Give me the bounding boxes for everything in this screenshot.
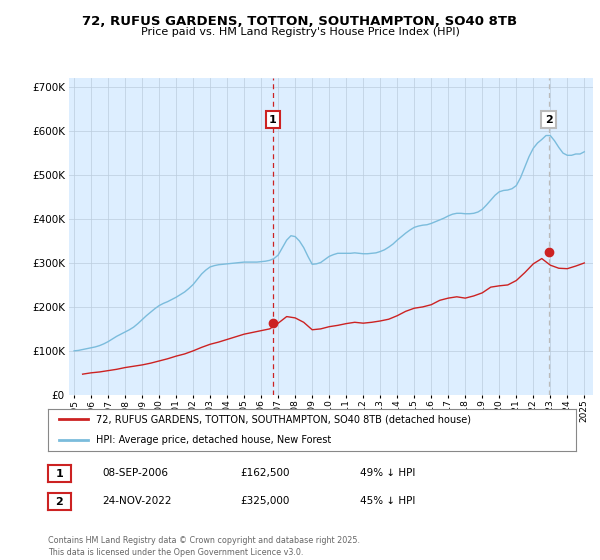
Text: 72, RUFUS GARDENS, TOTTON, SOUTHAMPTON, SO40 8TB: 72, RUFUS GARDENS, TOTTON, SOUTHAMPTON, … [82, 15, 518, 28]
Text: Price paid vs. HM Land Registry's House Price Index (HPI): Price paid vs. HM Land Registry's House … [140, 27, 460, 37]
Text: £162,500: £162,500 [240, 468, 290, 478]
Text: 49% ↓ HPI: 49% ↓ HPI [360, 468, 415, 478]
Text: £325,000: £325,000 [240, 496, 289, 506]
Text: 2: 2 [56, 497, 63, 507]
Text: 24-NOV-2022: 24-NOV-2022 [102, 496, 172, 506]
Text: 2: 2 [545, 115, 553, 124]
Text: 45% ↓ HPI: 45% ↓ HPI [360, 496, 415, 506]
Text: 72, RUFUS GARDENS, TOTTON, SOUTHAMPTON, SO40 8TB (detached house): 72, RUFUS GARDENS, TOTTON, SOUTHAMPTON, … [95, 414, 470, 424]
Text: Contains HM Land Registry data © Crown copyright and database right 2025.
This d: Contains HM Land Registry data © Crown c… [48, 536, 360, 557]
Text: 1: 1 [56, 469, 63, 479]
Text: HPI: Average price, detached house, New Forest: HPI: Average price, detached house, New … [95, 435, 331, 445]
Text: 08-SEP-2006: 08-SEP-2006 [102, 468, 168, 478]
Text: 1: 1 [269, 115, 277, 124]
